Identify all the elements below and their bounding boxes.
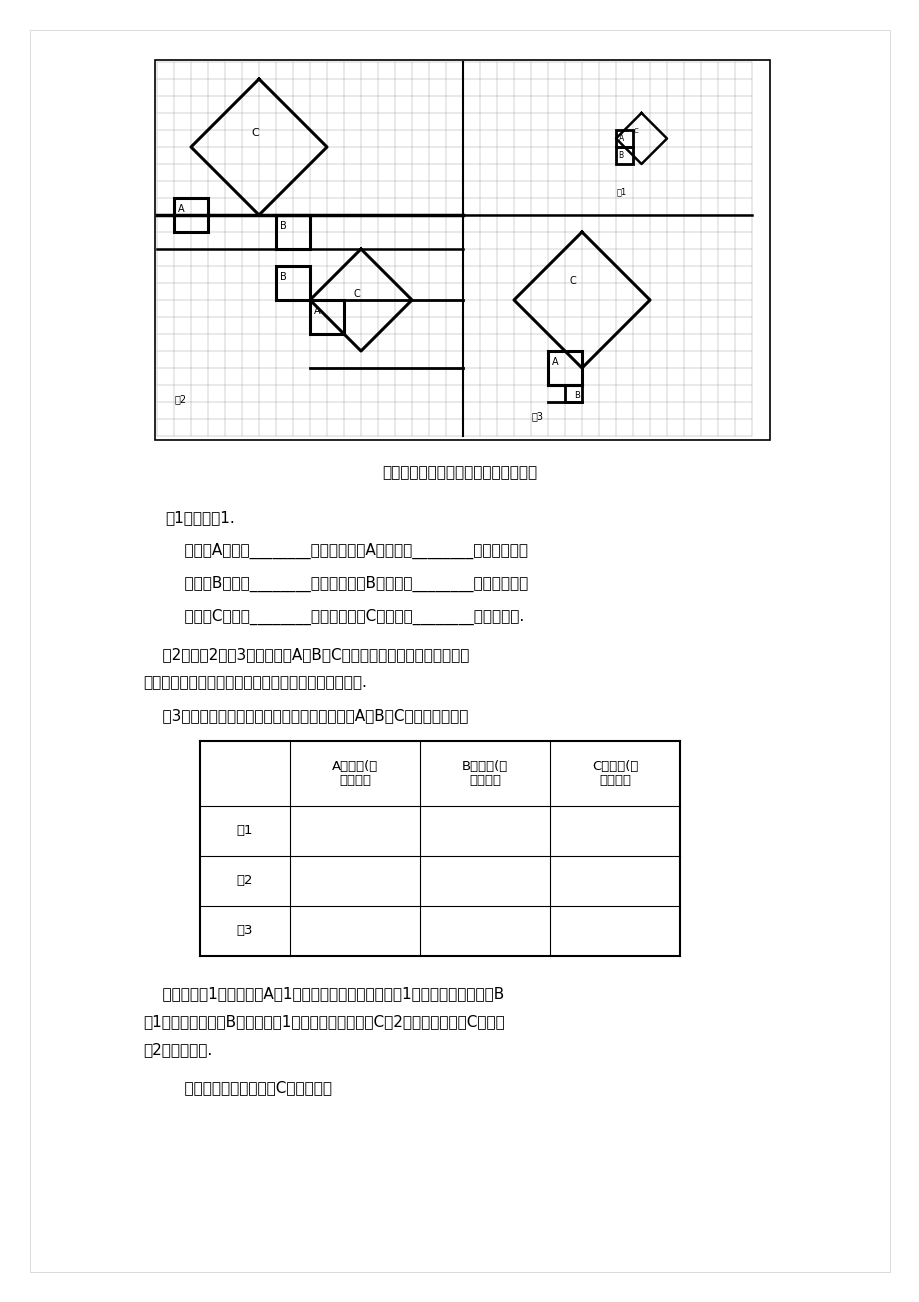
- Text: C: C: [251, 128, 259, 138]
- Text: A的面积(单
位面积）: A的面积(单 位面积）: [332, 759, 378, 788]
- Bar: [154, 60, 769, 440]
- Text: 图3: 图3: [236, 924, 253, 937]
- Text: 【生】在图1中，正方形A含1个小方格，所以它的面积是1个单位面积；正方形B: 【生】在图1中，正方形A含1个小方格，所以它的面积是1个单位面积；正方形B: [142, 986, 504, 1001]
- Text: B: B: [280, 272, 287, 283]
- Text: 图2: 图2: [236, 875, 253, 888]
- Text: （1）观察图1.: （1）观察图1.: [165, 510, 234, 525]
- Text: 是2个单位面积.: 是2个单位面积.: [142, 1042, 212, 1057]
- Bar: [174, 198, 208, 232]
- Bar: [310, 299, 344, 335]
- Text: B的面积(单
位面积）: B的面积(单 位面积）: [461, 759, 507, 788]
- Text: （3）请将上述结果填入下表，你能发现正方形A，B，C的面积关系吗？: （3）请将上述结果填入下表，你能发现正方形A，B，C的面积关系吗？: [142, 708, 468, 723]
- Text: A: A: [178, 204, 185, 214]
- Text: A: A: [618, 134, 623, 143]
- Bar: [564, 385, 582, 402]
- Text: C: C: [353, 289, 360, 299]
- Text: 【师】如何求得正方形C的面积呢？: 【师】如何求得正方形C的面积呢？: [165, 1079, 332, 1095]
- Bar: [276, 215, 310, 249]
- Text: A: A: [314, 306, 321, 316]
- Text: 正方形C中含有________个小方格，即C的面积是________个单位面积.: 正方形C中含有________个小方格，即C的面积是________个单位面积.: [165, 609, 524, 625]
- Bar: [548, 352, 582, 385]
- Text: 图2: 图2: [175, 395, 187, 405]
- Text: B: B: [280, 221, 287, 230]
- Text: A: A: [551, 357, 559, 367]
- Text: 图3: 图3: [531, 411, 543, 422]
- Text: B: B: [573, 391, 580, 400]
- Text: 正方形A中含有________个小方格，即A的面积是________个单位面积；: 正方形A中含有________个小方格，即A的面积是________个单位面积；: [165, 543, 528, 559]
- Text: C: C: [569, 276, 575, 285]
- Text: 面积各是多少？你是如何得到上述结果的？与同伴交流.: 面积各是多少？你是如何得到上述结果的？与同伴交流.: [142, 674, 367, 690]
- Bar: [276, 266, 310, 299]
- Text: C: C: [633, 128, 638, 134]
- Text: C的面积(单
位面积）: C的面积(单 位面积）: [591, 759, 638, 788]
- Text: 含1个小方格，所以B的面积也是1个单位面积；正方形C含2个小方格，所以C的面积: 含1个小方格，所以B的面积也是1个单位面积；正方形C含2个小方格，所以C的面积: [142, 1014, 505, 1029]
- Text: 正方形B中含有________个小方格，即B的面积是________个单位面积；: 正方形B中含有________个小方格，即B的面积是________个单位面积；: [165, 575, 528, 592]
- Text: （图中每个小方格代表一个单位面积）: （图中每个小方格代表一个单位面积）: [382, 465, 537, 480]
- Text: 图1: 图1: [236, 824, 253, 837]
- Bar: [616, 130, 632, 147]
- Bar: [616, 147, 632, 164]
- Text: 图1: 图1: [617, 187, 627, 197]
- Text: （2）在图2、图3中，正方形A、B、C中各含有多少个小方格？它们的: （2）在图2、图3中，正方形A、B、C中各含有多少个小方格？它们的: [142, 647, 469, 661]
- Text: B: B: [618, 151, 623, 160]
